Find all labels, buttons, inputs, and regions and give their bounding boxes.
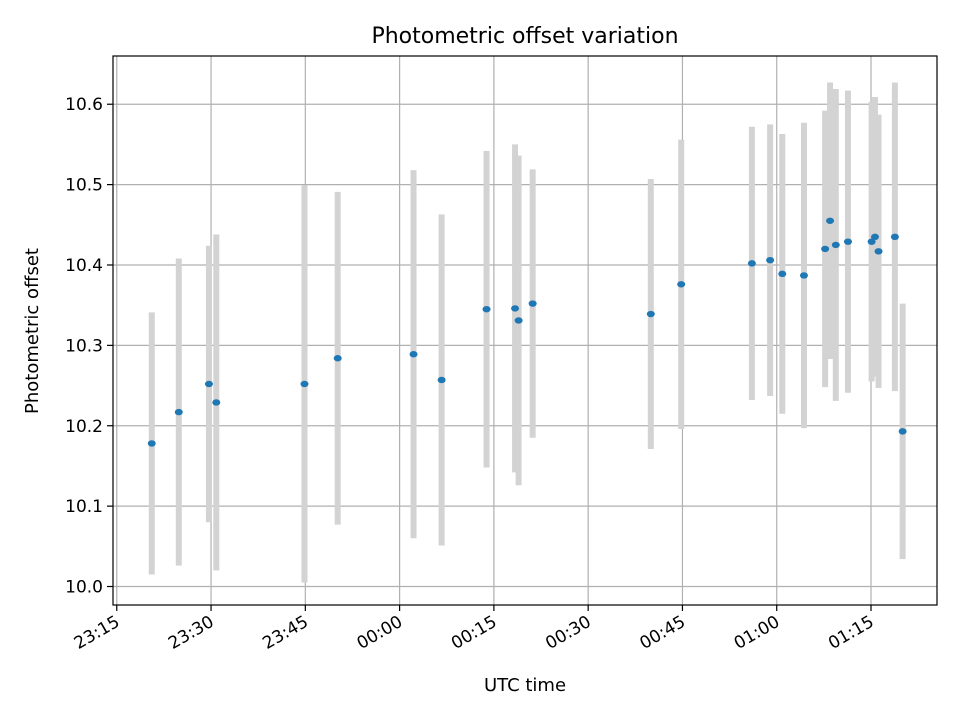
data-point	[831, 241, 840, 249]
data-point	[843, 238, 852, 245]
data-point	[778, 270, 787, 278]
data-point	[300, 380, 309, 388]
x-axis-label: UTC time	[484, 675, 566, 696]
data-point	[677, 281, 686, 288]
plot-frame	[112, 55, 938, 606]
data-point	[747, 260, 756, 267]
grid-lines	[113, 56, 937, 605]
data-point	[821, 245, 830, 253]
y-tick-label: 10.1	[65, 497, 103, 517]
data-point	[890, 233, 899, 241]
data-point	[212, 399, 221, 406]
data-point	[826, 217, 835, 224]
data-point	[874, 248, 883, 255]
data-point	[333, 355, 342, 362]
data-point	[766, 256, 775, 264]
data-point	[528, 300, 537, 307]
data-point	[482, 305, 491, 313]
y-tick-label: 10.3	[65, 336, 103, 356]
data-point	[646, 310, 655, 318]
data-point	[898, 428, 907, 435]
data-point	[799, 272, 808, 279]
y-tick-label: 10.4	[65, 256, 103, 276]
data-point	[870, 233, 879, 241]
data-point	[511, 305, 520, 312]
chart-title: Photometric offset variation	[371, 24, 678, 49]
data-point	[437, 376, 446, 384]
data-point	[174, 408, 183, 416]
y-tick-label: 10.0	[65, 578, 103, 598]
data-points	[147, 217, 907, 447]
y-tick-label: 10.2	[65, 417, 103, 437]
data-point	[514, 317, 523, 324]
data-point	[409, 351, 418, 358]
data-point	[147, 440, 156, 447]
y-tick-label: 10.5	[65, 176, 103, 196]
y-axis-label: Photometric offset	[22, 248, 43, 414]
y-tick-label: 10.6	[65, 95, 103, 115]
data-point	[867, 238, 876, 245]
y-axis-ticks: 10.0 10.1 10.2 10.3 10.4 10.5 10.6	[65, 95, 113, 598]
data-point	[204, 380, 213, 388]
